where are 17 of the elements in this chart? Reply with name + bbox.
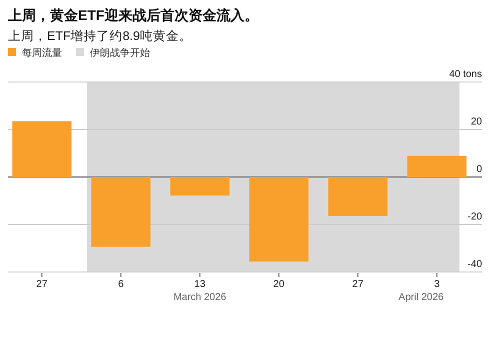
x-tick-label: 27 [36,279,48,290]
x-tick-label: 20 [273,279,285,290]
chart-subtitle: 上周，ETF增持了约8.9吨黄金。 [8,29,192,43]
x-tick-label: 13 [194,279,206,290]
y-tick-label: -20 [468,212,482,222]
chart-title: 上周，黄金ETF迎来战后首次资金流入。 [7,7,258,23]
legend-label: 每周流量 [22,47,62,59]
y-tick-label: 0 [476,164,482,175]
y-tick-label: 40 tons [449,69,482,80]
legend-label: 伊朗战争开始 [90,47,150,59]
text: March 2026 [173,292,227,303]
text: April 2026 [398,292,444,303]
x-tick-label: 3 [434,279,440,290]
x-tick-label: 27 [352,279,364,290]
y-tick-label: 20 [470,116,482,128]
y-tick-label: -40 [468,259,482,270]
x-tick-label: 6 [118,279,124,290]
